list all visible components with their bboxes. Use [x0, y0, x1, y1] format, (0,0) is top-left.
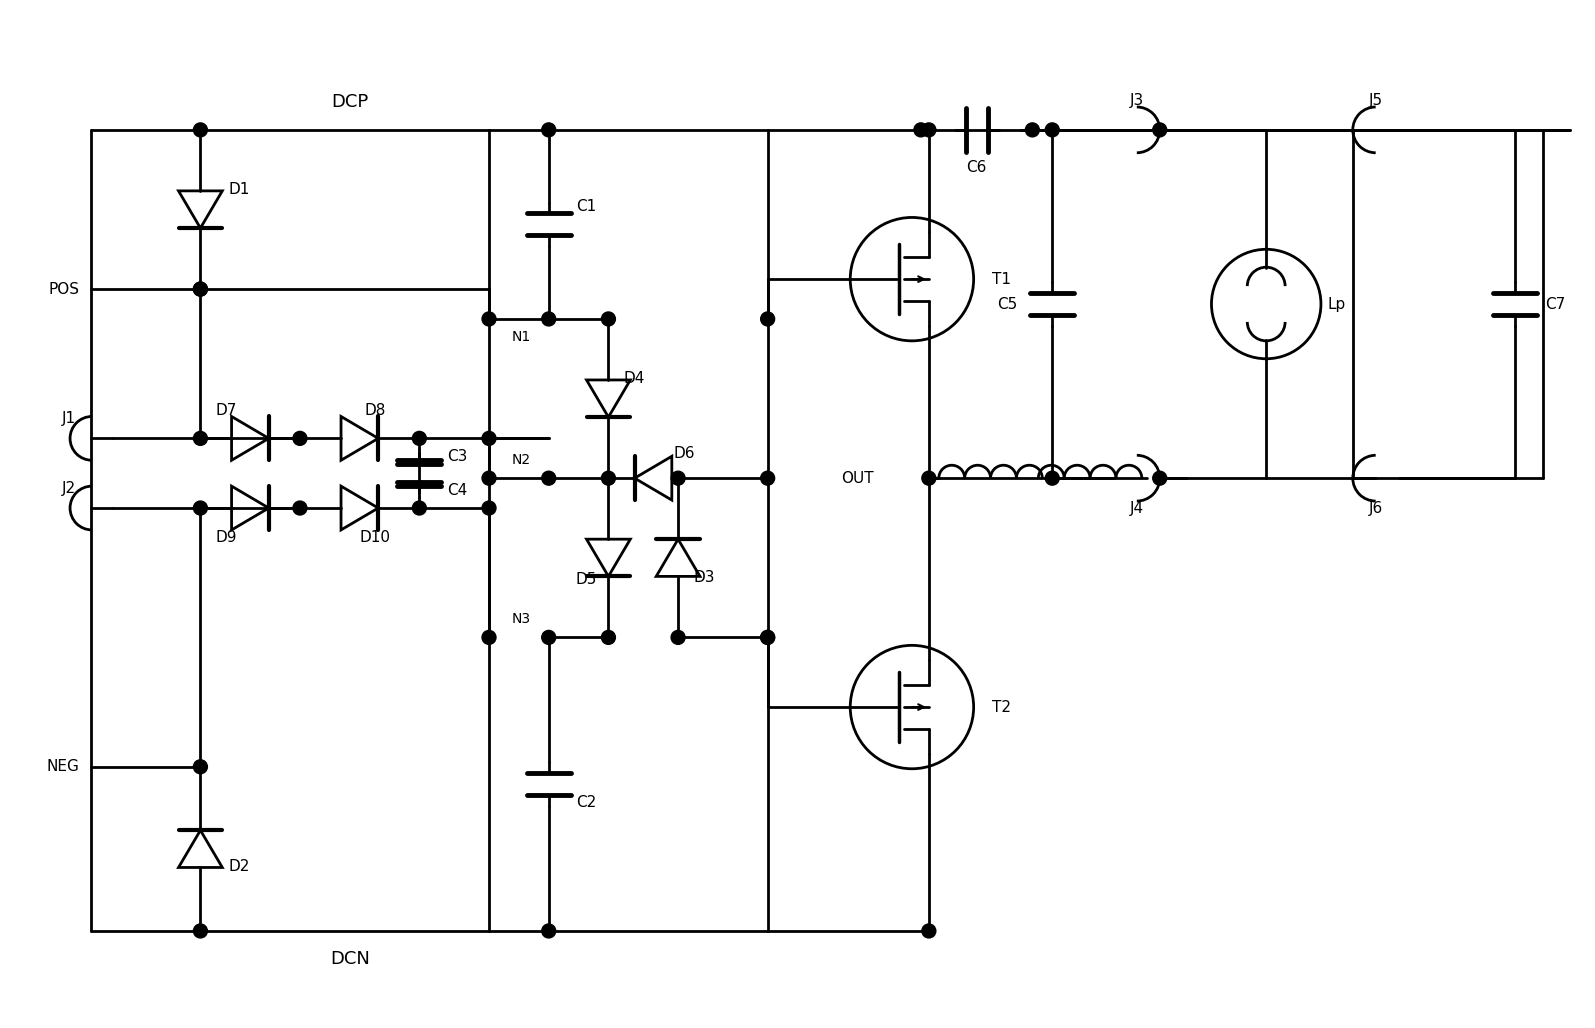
Circle shape — [413, 432, 426, 445]
Circle shape — [482, 311, 496, 326]
Circle shape — [1153, 123, 1166, 137]
Circle shape — [193, 760, 207, 774]
Circle shape — [914, 123, 928, 137]
Circle shape — [482, 471, 496, 485]
Circle shape — [671, 471, 684, 485]
Circle shape — [671, 630, 684, 645]
Text: N3: N3 — [512, 613, 531, 626]
Text: D10: D10 — [359, 530, 391, 546]
Circle shape — [193, 501, 207, 515]
Circle shape — [193, 924, 207, 938]
Circle shape — [1045, 471, 1059, 485]
Text: J1: J1 — [62, 411, 77, 426]
Circle shape — [542, 471, 555, 485]
Circle shape — [482, 432, 496, 445]
Circle shape — [761, 630, 775, 645]
Circle shape — [193, 123, 207, 137]
Circle shape — [482, 501, 496, 515]
Text: OUT: OUT — [842, 471, 874, 485]
Text: D6: D6 — [673, 446, 694, 461]
Text: D9: D9 — [215, 530, 236, 546]
Circle shape — [1153, 471, 1166, 485]
Text: D3: D3 — [692, 571, 715, 585]
Text: C3: C3 — [447, 449, 467, 464]
Circle shape — [761, 311, 775, 326]
Circle shape — [922, 471, 936, 485]
Text: C7: C7 — [1546, 296, 1565, 311]
Text: J2: J2 — [62, 481, 77, 495]
Text: J3: J3 — [1129, 93, 1144, 108]
Circle shape — [601, 311, 616, 326]
Text: D8: D8 — [365, 403, 386, 418]
Circle shape — [193, 432, 207, 445]
Circle shape — [293, 501, 306, 515]
Text: DCP: DCP — [332, 93, 368, 111]
Text: D1: D1 — [228, 182, 250, 197]
Text: D4: D4 — [624, 371, 644, 387]
Text: N2: N2 — [512, 453, 531, 468]
Circle shape — [761, 630, 775, 645]
Text: N1: N1 — [512, 330, 531, 343]
Text: C1: C1 — [576, 199, 597, 214]
Circle shape — [1026, 123, 1040, 137]
Circle shape — [193, 282, 207, 296]
Circle shape — [542, 311, 555, 326]
Text: J5: J5 — [1369, 93, 1383, 108]
Text: J4: J4 — [1129, 501, 1144, 515]
Circle shape — [542, 924, 555, 938]
Text: C2: C2 — [576, 795, 597, 810]
Circle shape — [922, 924, 936, 938]
Text: NEG: NEG — [46, 760, 80, 774]
Circle shape — [542, 630, 555, 645]
Text: D2: D2 — [228, 859, 250, 874]
Circle shape — [542, 123, 555, 137]
Circle shape — [1045, 123, 1059, 137]
Text: C5: C5 — [997, 296, 1018, 311]
Text: J6: J6 — [1369, 501, 1383, 515]
Text: Lp: Lp — [1329, 296, 1346, 311]
Circle shape — [413, 501, 426, 515]
Text: T2: T2 — [992, 700, 1011, 714]
Text: T1: T1 — [992, 271, 1011, 287]
Circle shape — [922, 123, 936, 137]
Text: POS: POS — [48, 282, 80, 297]
Circle shape — [293, 432, 306, 445]
Circle shape — [601, 630, 616, 645]
Text: DCN: DCN — [330, 950, 370, 967]
Text: C6: C6 — [967, 160, 987, 175]
Circle shape — [482, 630, 496, 645]
Circle shape — [601, 471, 616, 485]
Text: D7: D7 — [215, 403, 236, 418]
Text: C4: C4 — [447, 482, 467, 498]
Circle shape — [193, 282, 207, 296]
Text: D5: D5 — [576, 573, 597, 587]
Circle shape — [761, 471, 775, 485]
